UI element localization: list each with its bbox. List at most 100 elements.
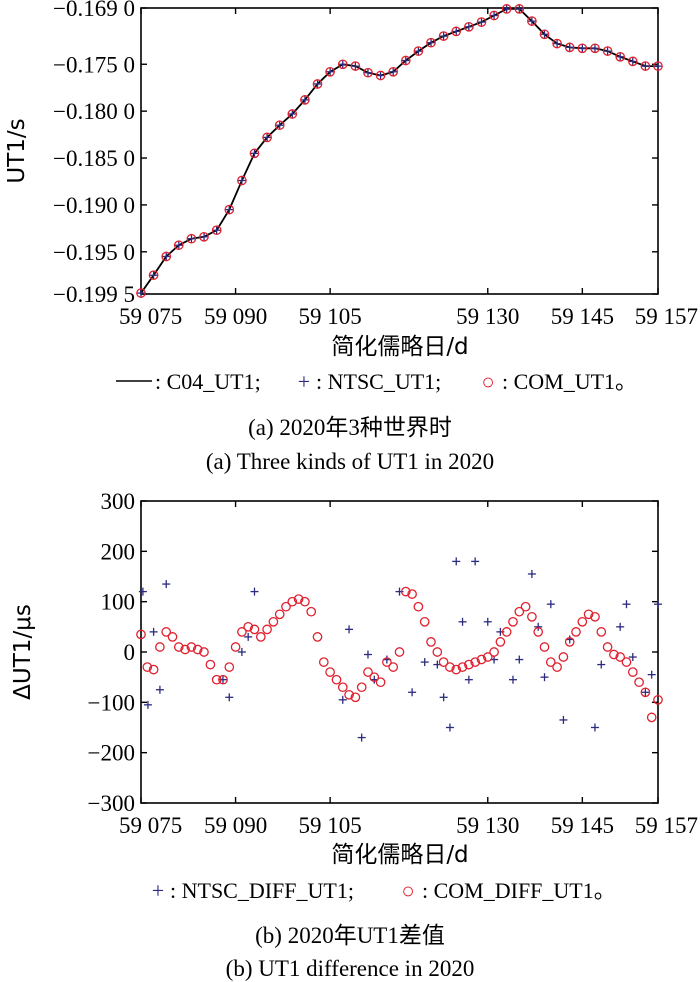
point-a-com-ut1-14 [312,79,323,89]
x-tick-label-a-0: 59 075 [119,304,182,329]
y-axis-label-a: UT1/s [4,118,30,183]
point-b-com-diff-ut1-40 [388,662,399,672]
point-a-com-ut1-11 [274,120,285,131]
point-b-com-diff-ut1-68 [564,637,575,647]
point-b-com-diff-ut1-51 [457,662,468,672]
y-tick-label-a-2: −0.190 0 [53,193,135,218]
point-b-ntsc-diff-ut1-9 [250,587,259,596]
point-a-com-ut1-26 [464,21,474,32]
point-b-com-diff-ut1-26 [300,596,310,607]
point-a-ntsc-ut1-3 [174,241,183,250]
point-b-com-diff-ut1-24 [287,596,298,607]
point-a-ntsc-ut1-7 [225,205,234,214]
point-b-ntsc-diff-ut1-4 [162,580,171,589]
y-ticks-b: −300 −200 −100 0 100 200 300 [88,489,658,816]
point-a-ntsc-ut1-41 [654,62,662,71]
point-a-ntsc-ut1-9 [250,149,259,158]
point-a-com-ut1-17 [350,61,361,71]
point-b-ntsc-diff-ut1-0 [138,587,147,596]
point-a-com-ut1-18 [363,67,373,78]
point-a-ntsc-ut1-17 [351,62,360,71]
point-a-com-ut1-30 [514,4,525,14]
point-b-com-diff-ut1-77 [621,657,632,667]
point-b-com-diff-ut1-74 [602,642,613,652]
point-b-com-diff-ut1-25 [293,594,304,604]
point-a-com-ut1-1 [148,270,159,281]
point-a-com-ut1-28 [489,10,499,21]
point-a-ntsc-ut1-30 [515,4,524,13]
point-a-ntsc-ut1-34 [565,43,574,52]
point-a-com-ut1-13 [300,95,310,105]
point-b-ntsc-diff-ut1-25 [471,557,480,566]
point-a-com-ut1-23 [426,37,436,48]
y-tick-label-b-0: −300 [88,791,135,816]
point-a-ntsc-ut1-1 [149,271,158,280]
x-tick-label-b-1: 59 090 [204,813,267,838]
point-b-com-diff-ut1-22 [274,609,285,620]
point-b-com-diff-ut1-48 [438,657,449,667]
point-a-com-ut1-40 [640,61,651,71]
point-b-com-diff-ut1-62 [527,611,537,622]
point-b-ntsc-diff-ut1-24 [464,675,473,684]
point-b-com-diff-ut1-16 [237,627,247,637]
point-b-ntsc-diff-ut1-38 [597,660,606,669]
point-b-com-diff-ut1-21 [268,616,279,627]
point-b-com-diff-ut1-20 [262,624,272,635]
point-a-com-ut1-32 [539,29,550,40]
point-b-com-diff-ut1-14 [224,662,235,672]
point-b-com-diff-ut1-44 [413,601,424,612]
point-b-com-diff-ut1-82 [653,694,663,705]
point-b-com-diff-ut1-18 [249,624,260,635]
x-axis-label-a: 简化儒略日/d [331,334,468,360]
point-a-com-ut1-34 [564,42,575,53]
point-a-com-ut1-20 [388,66,399,77]
point-a-ntsc-ut1-32 [540,30,549,39]
point-a-ntsc-ut1-37 [603,47,612,56]
point-b-com-diff-ut1-5 [167,632,178,642]
point-b-com-diff-ut1-70 [577,616,588,627]
point-b-ntsc-diff-ut1-40 [622,600,631,609]
point-a-ntsc-ut1-21 [401,56,410,65]
y-ticks-a: −0.199 5 −0.195 0 −0.190 0 −0.185 0 −0.180 0… [53,0,658,307]
point-b-ntsc-diff-ut1-11 [345,625,354,634]
point-b-com-diff-ut1-27 [306,606,317,617]
point-b-com-diff-ut1-35 [356,682,367,693]
legend-symbol-ntsc-diff: + [152,878,164,903]
point-b-com-diff-ut1-10 [199,647,209,657]
point-b-ntsc-diff-ut1-39 [616,622,625,631]
point-b-com-diff-ut1-56 [489,647,499,657]
point-a-com-ut1-24 [438,31,449,41]
x-axis-label-b: 简化儒略日/d [331,842,468,868]
point-a-ntsc-ut1-10 [263,133,272,142]
point-a-ntsc-ut1-23 [427,38,436,47]
point-b-ntsc-diff-ut1-10 [338,695,347,704]
caption-en-b: (b) UT1 difference in 2020 [226,956,475,981]
point-a-com-ut1-12 [287,109,298,119]
point-b-com-diff-ut1-79 [634,677,644,688]
legend-label-com-diff: : COM_DIFF_UT1。 [422,878,616,903]
point-b-com-diff-ut1-3 [155,642,165,652]
marks-b [136,557,663,742]
x-tick-label-b-2: 59 105 [299,813,362,838]
legend-a: : C04_UT1; + : NTSC_UT1; ○ : COM_UT1。 [116,369,637,394]
point-a-com-ut1-41 [653,61,663,71]
point-b-ntsc-diff-ut1-36 [565,635,574,644]
point-a-com-ut1-4 [186,233,197,244]
point-b-com-diff-ut1-1 [142,662,153,672]
legend-label-com: : COM_UT1。 [502,369,637,394]
point-a-com-ut1-29 [501,4,512,14]
x-tick-label-b-3: 59 130 [456,813,519,838]
point-b-com-diff-ut1-15 [230,642,241,652]
point-a-com-ut1-0 [136,288,146,298]
point-b-ntsc-diff-ut1-31 [527,569,536,578]
point-b-com-diff-ut1-8 [186,642,197,652]
point-b-ntsc-diff-ut1-34 [546,600,555,609]
point-b-com-diff-ut1-31 [331,674,342,685]
point-a-com-ut1-10 [262,132,272,143]
point-b-com-diff-ut1-53 [470,657,481,667]
x-tick-label-a-2: 59 105 [299,304,362,329]
point-a-com-ut1-22 [413,46,424,56]
point-a-com-ut1-35 [577,43,588,54]
point-b-com-diff-ut1-33 [344,689,354,700]
point-b-com-diff-ut1-23 [281,601,291,612]
